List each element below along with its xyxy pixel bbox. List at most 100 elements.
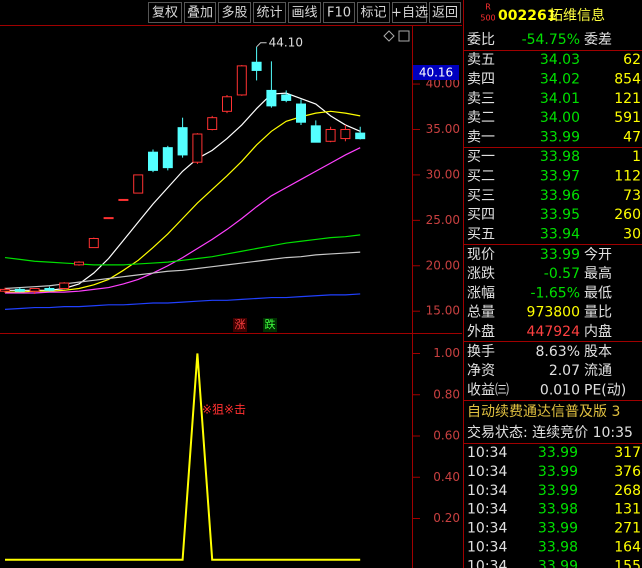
toolbar-button-label[interactable]: 叠加 xyxy=(187,6,213,21)
tick-time: 10:34 xyxy=(467,502,507,518)
toolbar-button[interactable] xyxy=(218,2,251,23)
toolbar-button[interactable] xyxy=(288,2,321,23)
candle-body xyxy=(340,128,351,140)
y-tick-label: 40.00 xyxy=(426,77,460,91)
book-label: 买二 xyxy=(467,168,495,184)
ratio-value: -54.75% xyxy=(522,32,580,48)
tick-time: 10:34 xyxy=(467,464,507,480)
tick-price: 33.99 xyxy=(538,445,578,461)
candle-body xyxy=(355,132,366,140)
tick-volume: 268 xyxy=(614,483,641,499)
down-mark: 跌 xyxy=(265,317,276,331)
book-price: 34.01 xyxy=(540,91,580,107)
tick-time: 10:34 xyxy=(467,445,507,461)
up-mark: 涨 xyxy=(235,318,246,331)
candle-body xyxy=(296,103,306,123)
tick-volume: 376 xyxy=(614,464,641,480)
candle-body xyxy=(325,128,336,142)
book-price: 34.00 xyxy=(540,110,580,126)
y-tick-label: 0.20 xyxy=(433,511,460,525)
toolbar-button-label[interactable]: 多股 xyxy=(221,5,247,21)
toolbar-button[interactable] xyxy=(253,2,286,23)
book-price: 33.94 xyxy=(540,227,580,243)
tick-price: 33.99 xyxy=(538,483,578,499)
stat-label: 换手 xyxy=(467,343,495,360)
up-mark-box xyxy=(233,318,247,332)
y-tick-label: 30.00 xyxy=(426,167,460,181)
stat-label: 现价 xyxy=(467,247,495,263)
candle-body xyxy=(236,65,247,96)
book-volume: 121 xyxy=(614,91,641,107)
toolbar-button-label[interactable]: 标记 xyxy=(360,6,386,21)
candle-body xyxy=(177,127,188,156)
book-price: 34.02 xyxy=(540,71,580,87)
toolbar-button[interactable] xyxy=(184,2,216,23)
high-pointer xyxy=(256,42,267,48)
notice: 自动续费通达信普及版 3 xyxy=(467,403,620,420)
toolbar-button[interactable] xyxy=(357,2,390,23)
indicator-annotation: ※狙※击 xyxy=(202,403,246,417)
book-label: 卖二 xyxy=(467,110,495,126)
stat-label: 净资 xyxy=(467,363,495,379)
stock-name: 拓维信息 xyxy=(549,7,605,24)
stat-label: 总量 xyxy=(467,305,495,321)
status: 交易状态: 连续竞价 10:35 xyxy=(467,424,633,441)
y-tick-label: 15.00 xyxy=(426,304,460,318)
book-label: 买五 xyxy=(467,227,495,243)
last-price-box xyxy=(413,65,459,80)
tick-volume: 131 xyxy=(614,502,641,518)
stat-label: 收益㈢ xyxy=(467,382,509,398)
candle-body xyxy=(310,125,321,143)
toolbar-button[interactable] xyxy=(323,2,355,23)
book-volume: 62 xyxy=(623,52,641,68)
toolbar-button[interactable] xyxy=(148,2,182,23)
book-price: 33.99 xyxy=(540,130,580,146)
toolbar-button[interactable] xyxy=(429,2,461,23)
logo-top: R xyxy=(485,3,491,12)
moving-average xyxy=(5,147,361,294)
candle-body xyxy=(251,61,262,71)
toolbar-button-label[interactable]: 画线 xyxy=(291,6,317,21)
y-tick-label: 20.00 xyxy=(426,258,460,272)
stat-label: 流通 xyxy=(584,363,612,379)
stat-label: 最高 xyxy=(584,265,612,282)
candle-body xyxy=(14,288,25,292)
book-price: 33.97 xyxy=(540,168,580,184)
toolbar-button[interactable] xyxy=(392,2,427,23)
tick-price: 33.98 xyxy=(538,540,578,556)
tick-time: 10:34 xyxy=(467,540,507,556)
candle-body xyxy=(192,133,203,163)
book-label: 买三 xyxy=(467,188,495,204)
toolbar-button-label[interactable]: F10 xyxy=(327,6,351,21)
tick-time: 10:34 xyxy=(467,558,507,568)
stat-label: 量比 xyxy=(584,305,612,321)
book-volume: 30 xyxy=(623,227,641,243)
stat-value: 33.99 xyxy=(540,247,580,263)
candle-body xyxy=(0,288,10,292)
last-price-label: 40.16 xyxy=(419,66,453,80)
book-volume: 1 xyxy=(632,149,641,165)
candle-body xyxy=(222,96,232,112)
tick-volume: 271 xyxy=(614,521,641,537)
row-label: 委差 xyxy=(584,32,612,48)
toolbar-button-label[interactable]: 复权 xyxy=(152,5,178,21)
y-tick-label: 25.00 xyxy=(426,213,460,227)
book-volume: 591 xyxy=(614,110,641,126)
tick-time: 10:34 xyxy=(467,521,507,537)
book-label: 卖五 xyxy=(467,52,495,68)
book-price: 33.96 xyxy=(540,188,580,204)
tick-price: 33.99 xyxy=(538,521,578,537)
candle-body xyxy=(266,89,277,107)
toolbar-button-label[interactable]: +自选 xyxy=(391,6,428,21)
toolbar-button-label[interactable]: 统计 xyxy=(256,6,282,21)
moving-average xyxy=(4,293,361,310)
stat-label: PE(动) xyxy=(584,382,626,398)
row-label: 委比 xyxy=(467,32,495,48)
y-tick-label: 0.60 xyxy=(433,429,460,443)
stat-value: 447924 xyxy=(527,324,581,340)
toolbar-button-label[interactable]: 返回 xyxy=(432,6,458,21)
candle-body xyxy=(148,151,158,171)
